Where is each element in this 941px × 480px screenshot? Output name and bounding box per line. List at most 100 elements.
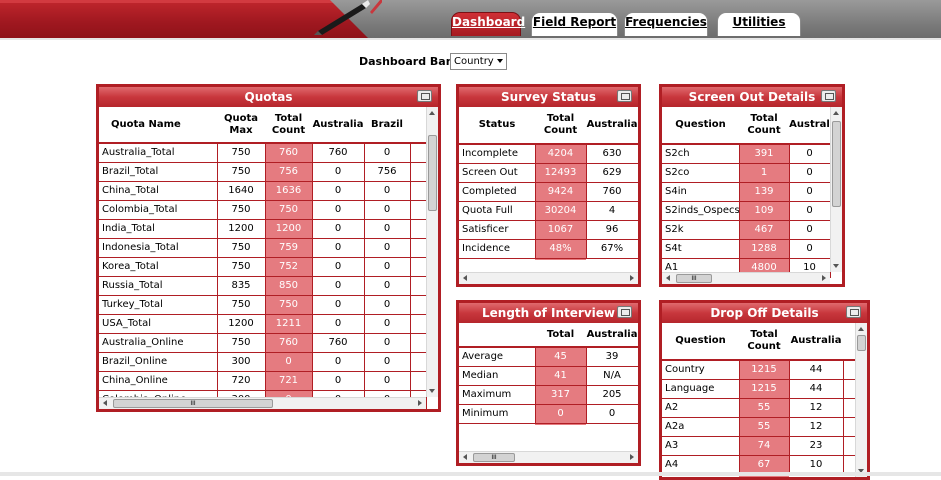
table-row[interactable]: Screen Out 12493 629 (459, 163, 638, 183)
column-header-total-count[interactable]: Total Count (265, 107, 312, 144)
table-row[interactable]: S2ch 391 0 (662, 144, 831, 164)
scroll-left-icon[interactable] (463, 454, 467, 460)
quotas-vertical-scrollbar[interactable] (426, 107, 438, 397)
scroll-left-icon[interactable] (666, 275, 670, 281)
table-row[interactable]: A3 74 23 (662, 436, 856, 456)
column-header-australia[interactable]: Australia (789, 323, 843, 361)
scroll-down-icon[interactable] (833, 264, 839, 268)
scroll-thumb[interactable] (857, 335, 866, 351)
scroll-down-icon[interactable] (858, 469, 864, 473)
table-row[interactable]: India_Total 1200 1200 0 0 (99, 219, 427, 239)
column-header-question[interactable]: Question (662, 107, 739, 145)
column-header-quota-name[interactable]: Quota Name (99, 107, 217, 144)
scroll-thumb[interactable]: III (676, 274, 712, 283)
scroll-thumb[interactable]: III (473, 453, 515, 462)
table-row[interactable]: Satisficer 1067 96 (459, 220, 638, 240)
scroll-thumb[interactable]: III (113, 399, 273, 408)
column-header-brazil[interactable]: Brazil (364, 107, 410, 144)
scroll-left-icon[interactable] (463, 275, 467, 281)
scroll-up-icon[interactable] (833, 111, 839, 115)
column-header-total-count[interactable]: Total Count (739, 323, 789, 361)
table-row[interactable]: A2 55 12 (662, 398, 856, 418)
column-header-australia[interactable]: Australia (586, 107, 638, 145)
value-cell: 0 (312, 276, 365, 296)
table-row[interactable]: Turkey_Total 750 750 0 0 (99, 295, 427, 315)
table-row[interactable]: Median 41 N/A (459, 366, 638, 386)
column-header-australia[interactable]: Australia (586, 323, 638, 348)
table-row[interactable]: S4in 139 0 (662, 182, 831, 202)
table-row[interactable]: Incidence 48% 67% (459, 239, 638, 259)
table-row[interactable]: USA_Total 1200 1211 0 0 (99, 314, 427, 334)
table-row[interactable]: China_Online 720 721 0 0 (99, 371, 427, 391)
maximize-icon[interactable] (617, 306, 632, 318)
scroll-down-icon[interactable] (429, 389, 435, 393)
table-row[interactable]: Korea_Total 750 752 0 0 (99, 257, 427, 277)
table-row[interactable]: Average 45 39 (459, 347, 638, 367)
tab-dashboard[interactable]: Dashboard (451, 12, 525, 36)
table-row[interactable]: Australia_Total 750 760 760 0 (99, 143, 427, 163)
column-header-total-count[interactable]: Total Count (739, 107, 789, 145)
scroll-up-icon[interactable] (429, 111, 435, 115)
scroll-right-icon[interactable] (630, 275, 634, 281)
table-row[interactable]: Incomplete 4204 630 (459, 144, 638, 164)
table-row[interactable]: S2k 467 0 (662, 220, 831, 240)
row-label-cell: S4in (662, 182, 740, 202)
value-cell: 1215 (739, 379, 790, 399)
value-cell: 760 (265, 143, 313, 163)
column-header-question[interactable]: Question (662, 323, 739, 361)
maximize-icon[interactable] (617, 90, 632, 102)
row-label-cell: Incidence (459, 239, 536, 259)
maximize-icon[interactable] (846, 306, 861, 318)
value-cell: 0 (312, 162, 365, 182)
table-row[interactable]: S4t 1288 0 (662, 239, 831, 259)
scroll-up-icon[interactable] (858, 327, 864, 331)
table-row[interactable]: Minimum 0 0 (459, 404, 638, 424)
column-header-australia[interactable]: Australia (312, 107, 364, 144)
length-of-interview-panel-title: Length of Interview (459, 303, 638, 323)
table-row[interactable]: Brazil_Online 300 0 0 0 (99, 352, 427, 372)
survey-horizontal-scrollbar[interactable] (459, 272, 638, 284)
table-row[interactable]: Completed 9424 760 (459, 182, 638, 202)
table-row[interactable]: A4 67 10 (662, 455, 856, 475)
screen-out-horizontal-scrollbar[interactable]: III (662, 272, 830, 284)
table-row[interactable]: Quota Full 30204 4 (459, 201, 638, 221)
table-row[interactable]: Brazil_Total 750 756 0 756 (99, 162, 427, 182)
table-row[interactable]: China_Total 1640 1636 0 0 (99, 181, 427, 201)
quotas-horizontal-scrollbar[interactable]: III (99, 397, 426, 409)
tab-field-report[interactable]: Field Report (531, 12, 618, 36)
scroll-right-icon[interactable] (630, 454, 634, 460)
table-row[interactable]: Language 1215 44 (662, 379, 856, 399)
scroll-right-icon[interactable] (418, 400, 422, 406)
table-row[interactable]: S2inds_Ospecs 109 0 (662, 201, 831, 221)
value-cell: 96 (586, 220, 638, 240)
table-row[interactable]: Colombia_Total 750 750 0 0 (99, 200, 427, 220)
scroll-thumb[interactable] (428, 135, 437, 211)
maximize-icon[interactable] (417, 90, 432, 102)
table-row[interactable]: A2a 55 12 (662, 417, 856, 437)
scroll-left-icon[interactable] (103, 400, 107, 406)
value-cell: 750 (217, 238, 266, 258)
column-header-total[interactable]: Total (535, 323, 586, 348)
value-cell: 44 (789, 379, 844, 399)
screen-out-vertical-scrollbar[interactable] (830, 107, 842, 272)
table-row[interactable]: Country 1215 44 (662, 360, 856, 380)
tab-frequencies[interactable]: Frequencies (624, 12, 708, 36)
table-row[interactable]: Australia_Online 750 760 760 0 (99, 333, 427, 353)
length-horizontal-scrollbar[interactable]: III (459, 451, 638, 463)
dashboard-banner-select[interactable]: Country (450, 53, 507, 70)
maximize-icon[interactable] (821, 90, 836, 102)
tab-utilities[interactable]: Utilities (717, 12, 801, 36)
value-cell: 300 (217, 352, 266, 372)
column-header-status[interactable]: Status (459, 107, 535, 145)
column-header-australia[interactable]: Austral (789, 107, 830, 145)
scroll-thumb[interactable] (832, 121, 841, 207)
drop-off-vertical-scrollbar[interactable] (855, 323, 867, 477)
column-header-total-count[interactable]: Total Count (535, 107, 586, 145)
table-row[interactable]: Russia_Total 835 850 0 0 (99, 276, 427, 296)
table-row[interactable]: Maximum 317 205 (459, 385, 638, 405)
table-row[interactable]: Indonesia_Total 750 759 0 0 (99, 238, 427, 258)
row-label-cell: S2k (662, 220, 740, 240)
scroll-right-icon[interactable] (822, 275, 826, 281)
column-header-quota-max[interactable]: Quota Max (217, 107, 265, 144)
table-row[interactable]: S2co 1 0 (662, 163, 831, 183)
